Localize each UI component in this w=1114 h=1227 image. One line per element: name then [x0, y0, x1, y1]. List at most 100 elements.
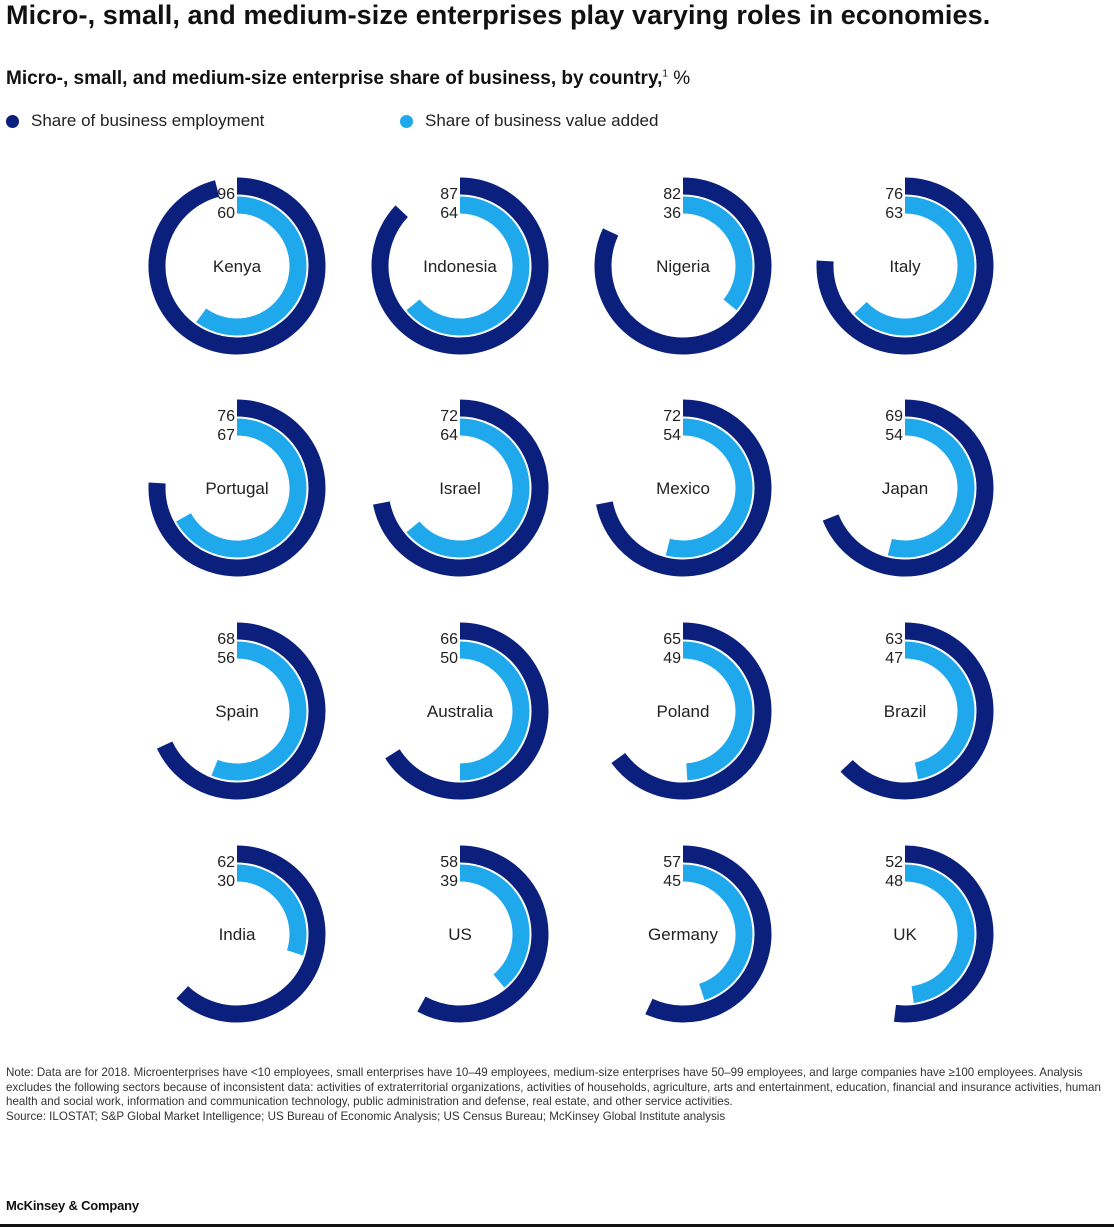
arc-employment-mexico	[596, 399, 772, 577]
country-label-portugal: Portugal	[205, 479, 268, 498]
donut-nigeria: 82 36 Nigeria	[594, 177, 772, 355]
arc-value-added-poland	[682, 641, 753, 781]
label-employment-mexico: 72	[663, 408, 681, 425]
arc-employment-kenya	[148, 177, 326, 355]
label-value-added-israel: 64	[440, 427, 458, 444]
label-value-added-portugal: 67	[217, 427, 235, 444]
donut-japan: 69 54 Japan	[822, 399, 994, 577]
legend-dot-value-added-icon	[400, 114, 413, 128]
donut-germany: 57 45 Germany	[645, 845, 772, 1023]
note-text: Note: Data are for 2018. Microenterprise…	[6, 1066, 1101, 1109]
subtitle-unit: %	[673, 68, 691, 89]
arc-value-added-brazil	[904, 641, 975, 780]
arc-employment-portugal	[148, 399, 326, 577]
label-value-added-italy: 63	[885, 205, 903, 222]
label-employment-germany: 57	[663, 854, 681, 871]
country-label-israel: Israel	[439, 479, 481, 498]
arc-value-added-uk	[904, 864, 975, 1003]
label-value-added-poland: 49	[663, 650, 681, 667]
country-label-italy: Italy	[889, 257, 921, 276]
country-label-india: India	[219, 925, 256, 944]
arc-value-added-india	[236, 864, 307, 956]
footer-brand: McKinsey & Company	[6, 1198, 139, 1213]
label-employment-nigeria: 82	[663, 186, 681, 203]
label-value-added-nigeria: 36	[663, 205, 681, 222]
arc-value-added-mexico	[665, 418, 753, 558]
country-label-kenya: Kenya	[213, 257, 262, 276]
label-value-added-uk: 48	[885, 873, 903, 890]
arc-value-added-portugal	[176, 418, 307, 558]
label-value-added-spain: 56	[217, 650, 235, 667]
country-label-poland: Poland	[657, 702, 710, 721]
label-employment-uk: 52	[885, 854, 903, 871]
label-employment-spain: 68	[217, 631, 235, 648]
label-value-added-india: 30	[217, 873, 235, 890]
country-label-australia: Australia	[427, 702, 494, 721]
label-employment-italy: 76	[885, 186, 903, 203]
country-label-us: US	[448, 925, 472, 944]
arc-employment-germany	[645, 845, 772, 1023]
arc-employment-italy	[816, 177, 994, 355]
arc-employment-spain	[156, 622, 326, 800]
donut-india: 62 30 India	[176, 845, 326, 1023]
legend-item-employment: Share of business employment	[6, 111, 264, 131]
arc-value-added-australia	[459, 641, 530, 781]
arc-employment-australia	[385, 622, 549, 800]
legend-item-value-added: Share of business value added	[400, 111, 658, 131]
chart-subtitle: Micro-, small, and medium-size enterpris…	[6, 68, 690, 90]
label-employment-israel: 72	[440, 408, 458, 425]
arc-employment-uk	[893, 845, 994, 1023]
donut-us: 58 39 US	[417, 845, 549, 1023]
country-label-spain: Spain	[215, 702, 258, 721]
country-label-indonesia: Indonesia	[423, 257, 497, 276]
donut-australia: 66 50 Australia	[385, 622, 549, 800]
label-employment-australia: 66	[440, 631, 458, 648]
arc-value-added-japan	[887, 418, 975, 558]
donut-uk: 52 48 UK	[885, 845, 994, 1023]
label-value-added-australia: 50	[440, 650, 458, 667]
chart-note: Note: Data are for 2018. Microenterprise…	[6, 1066, 1106, 1124]
label-employment-us: 58	[440, 854, 458, 871]
label-employment-japan: 69	[885, 408, 903, 425]
arc-value-added-israel	[406, 418, 530, 558]
arc-value-added-italy	[854, 196, 975, 336]
label-employment-poland: 65	[663, 631, 681, 648]
arc-value-added-germany	[682, 864, 753, 1001]
chart-title: Micro-, small, and medium-size enterpris…	[6, 0, 991, 30]
label-employment-brazil: 63	[885, 631, 903, 648]
label-value-added-kenya: 60	[217, 205, 235, 222]
label-value-added-germany: 45	[663, 873, 681, 890]
donut-poland: 65 49 Poland	[611, 622, 772, 800]
donut-spain: 68 56 Spain	[156, 622, 326, 800]
arc-value-added-indonesia	[406, 196, 530, 336]
donut-kenya: 96 60 Kenya	[148, 177, 326, 355]
donut-mexico: 72 54 Mexico	[596, 399, 772, 577]
arc-employment-brazil	[840, 622, 994, 800]
radial-chart-grid: 96 60 Kenya 87 64 Indonesia 82 36 Nigeria 76 63 Ita…	[148, 177, 994, 1023]
label-value-added-brazil: 47	[885, 650, 903, 667]
arc-value-added-us	[459, 864, 530, 988]
arc-employment-us	[417, 845, 549, 1023]
country-label-japan: Japan	[882, 479, 928, 498]
arc-value-added-spain	[211, 641, 307, 781]
donut-indonesia: 87 64 Indonesia	[371, 177, 549, 355]
donut-portugal: 76 67 Portugal	[148, 399, 326, 577]
arc-employment-indonesia	[371, 177, 549, 355]
legend-label-value-added: Share of business value added	[425, 111, 659, 130]
legend-dot-employment-icon	[6, 114, 19, 128]
bottom-rule	[0, 1224, 1114, 1227]
source-text: Source: ILOSTAT; S&P Global Market Intel…	[6, 1109, 726, 1123]
country-label-mexico: Mexico	[656, 479, 710, 498]
legend-label-employment: Share of business employment	[31, 111, 265, 130]
label-value-added-indonesia: 64	[440, 205, 458, 222]
arc-employment-israel	[373, 399, 549, 577]
label-value-added-japan: 54	[885, 427, 903, 444]
country-label-germany: Germany	[648, 925, 718, 944]
subtitle-footnote-marker: 1	[662, 68, 668, 80]
donut-israel: 72 64 Israel	[373, 399, 549, 577]
label-employment-indonesia: 87	[440, 186, 458, 203]
country-label-uk: UK	[893, 925, 917, 944]
label-employment-india: 62	[217, 854, 235, 871]
donut-brazil: 63 47 Brazil	[840, 622, 994, 800]
subtitle-text: Micro-, small, and medium-size enterpris…	[6, 68, 663, 89]
